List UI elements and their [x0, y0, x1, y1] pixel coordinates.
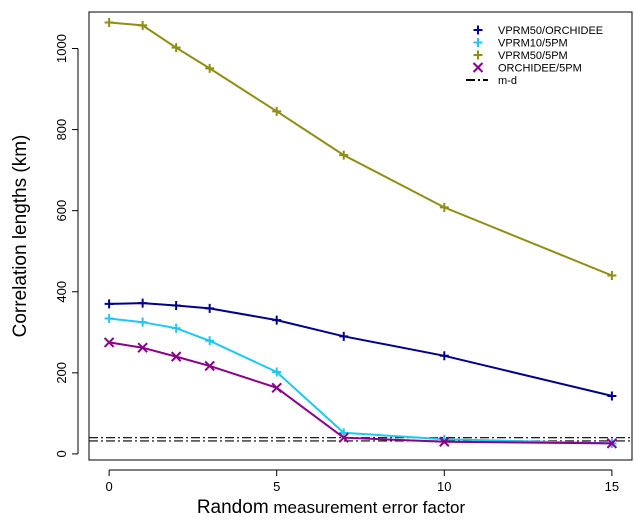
data-point	[607, 271, 617, 281]
data-point	[205, 336, 215, 346]
data-point	[171, 323, 181, 333]
series-line	[109, 21, 613, 277]
x-tick-label: 5	[273, 479, 280, 494]
data-point	[104, 299, 114, 309]
data-point	[439, 351, 449, 361]
data-point	[339, 428, 349, 438]
legend-label: VPRM50/ORCHIDEE	[498, 25, 603, 37]
y-axis: 0 200 400 600 800 1000	[54, 34, 79, 458]
x-axis-title-main: Random	[197, 497, 269, 518]
data-point	[103, 337, 115, 348]
data-point	[171, 301, 181, 311]
series-layer	[103, 18, 618, 449]
data-point	[205, 63, 215, 73]
data-point	[205, 303, 215, 313]
y-tick-label: 0	[54, 450, 69, 457]
data-point	[204, 360, 215, 372]
y-tick-label: 1000	[54, 34, 69, 63]
y-tick-label: 400	[54, 281, 69, 303]
data-point	[137, 342, 148, 353]
x-tick-label: 10	[437, 479, 451, 494]
x-tick-label: 0	[105, 479, 112, 494]
x-axis: 0 5 10 15	[105, 469, 619, 494]
data-point	[272, 315, 282, 325]
data-point	[138, 317, 148, 327]
data-point	[271, 382, 282, 394]
legend-label: m-d	[498, 75, 517, 87]
data-point	[171, 43, 181, 53]
data-point	[339, 150, 349, 160]
series-line	[108, 341, 612, 445]
data-point	[439, 436, 450, 447]
data-point	[138, 298, 148, 308]
x-axis-title: Random measurement error factor	[197, 497, 466, 518]
data-point	[607, 391, 617, 401]
data-point	[104, 18, 114, 28]
data-point	[138, 20, 148, 30]
y-tick-label: 800	[54, 119, 69, 141]
data-point	[472, 62, 484, 73]
reference-lines	[89, 437, 632, 442]
x-axis-title-rest: measurement error factor	[269, 498, 466, 517]
data-point	[170, 351, 182, 362]
legend-label: ORCHIDEE/5PM	[498, 63, 582, 75]
data-point	[272, 106, 282, 116]
data-point	[104, 314, 114, 324]
data-point	[473, 25, 483, 35]
data-point	[272, 367, 282, 377]
y-tick-label: 600	[54, 200, 69, 222]
series-2	[104, 18, 617, 281]
series-line	[109, 302, 613, 397]
data-point	[606, 438, 618, 449]
data-point	[473, 50, 483, 60]
series-1	[104, 314, 617, 448]
data-point	[439, 202, 449, 212]
plot-frame	[88, 11, 633, 461]
series-3	[103, 337, 618, 449]
series-0	[104, 298, 617, 401]
y-tick-label: 200	[54, 362, 69, 384]
legend-label: VPRM50/5PM	[498, 50, 568, 62]
y-axis-title: Correlation lengths (km)	[10, 135, 31, 338]
data-point	[338, 432, 349, 443]
x-tick-label: 15	[605, 479, 619, 494]
data-point	[339, 331, 349, 341]
data-point	[473, 38, 483, 47]
series-line	[108, 317, 612, 445]
legend-label: VPRM10/5PM	[498, 38, 568, 50]
legend: VPRM50/ORCHIDEEVPRM10/5PMVPRM50/5PMORCHI…	[466, 25, 603, 87]
